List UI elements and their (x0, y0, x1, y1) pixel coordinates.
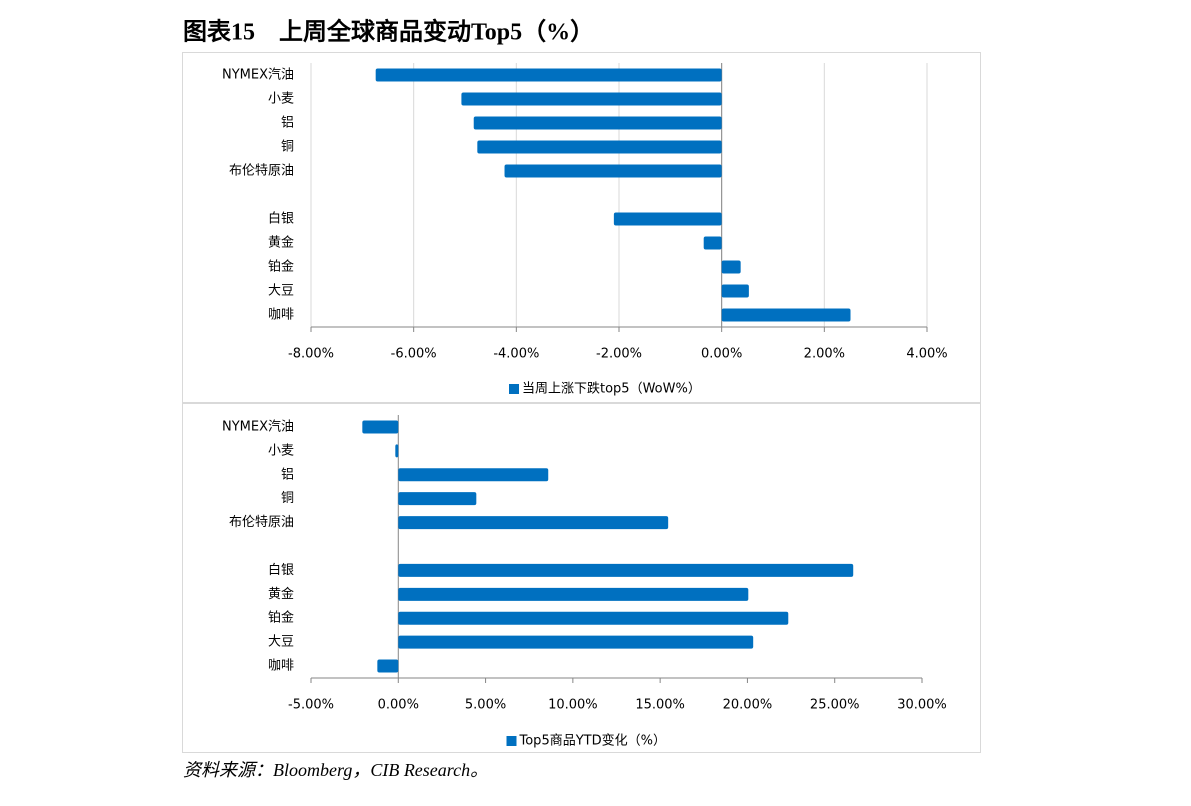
y-tick-label: 铂金 (268, 259, 294, 275)
y-tick-label: 黄金 (268, 235, 294, 251)
x-tick-label: 0.00% (378, 698, 419, 713)
y-tick-label: 咖啡 (268, 659, 294, 674)
x-tick-label: 5.00% (465, 698, 506, 713)
bar (395, 444, 399, 458)
y-tick-label: 小麦 (268, 443, 294, 458)
bar (398, 587, 749, 601)
bar (473, 116, 722, 130)
y-tick-label: 布伦特原油 (229, 164, 294, 179)
bar (721, 308, 851, 322)
bar (398, 635, 754, 649)
bar (504, 164, 722, 178)
y-tick-label: 铂金 (268, 610, 294, 626)
source-note: 资料来源：Bloomberg，CIB Research。 (183, 760, 488, 780)
bar (721, 284, 749, 298)
page-title: 图表15 上周全球商品变动Top5（%） (183, 18, 594, 46)
bar (398, 563, 854, 577)
y-tick-label: 咖啡 (268, 308, 294, 323)
x-tick-label: 10.00% (548, 698, 598, 713)
bar (703, 236, 722, 250)
chart-frame (182, 52, 981, 403)
y-tick-label: 铜 (281, 491, 294, 506)
y-tick-label: 小麦 (268, 92, 294, 107)
bar (377, 659, 399, 673)
y-tick-label: 布伦特原油 (229, 515, 294, 530)
x-tick-label: -8.00% (288, 347, 334, 362)
x-tick-label: 15.00% (635, 698, 685, 713)
bar (362, 420, 399, 434)
legend-label: 当周上涨下跌top5（WoW%） (522, 381, 701, 397)
x-tick-label: -4.00% (493, 347, 539, 362)
y-tick-label: 白银 (268, 211, 294, 227)
y-tick-label: 铝 (281, 116, 294, 131)
bar (398, 611, 789, 625)
y-tick-label: 白银 (268, 562, 294, 578)
bar (398, 468, 549, 482)
bar (721, 260, 741, 274)
bar (613, 212, 722, 226)
bar (398, 492, 477, 506)
legend-swatch (506, 736, 517, 746)
chart-frame (182, 403, 981, 753)
y-tick-label: NYMEX汽油 (222, 419, 294, 434)
x-tick-label: -2.00% (596, 347, 642, 362)
bar (375, 68, 722, 82)
y-tick-label: NYMEX汽油 (222, 68, 294, 83)
bar (477, 140, 722, 154)
y-tick-label: 铝 (281, 467, 294, 482)
x-tick-label: 30.00% (897, 698, 947, 713)
x-tick-label: 0.00% (701, 347, 742, 362)
x-tick-label: 25.00% (810, 698, 860, 713)
y-tick-label: 黄金 (268, 586, 294, 602)
y-tick-label: 大豆 (268, 635, 294, 650)
legend-label: Top5商品YTD变化（%） (519, 733, 666, 749)
x-tick-label: -6.00% (391, 347, 437, 362)
y-tick-label: 大豆 (268, 284, 294, 299)
y-tick-label: 铜 (281, 140, 294, 155)
x-tick-label: 4.00% (906, 347, 947, 362)
x-tick-label: 20.00% (723, 698, 773, 713)
x-tick-label: -5.00% (288, 698, 334, 713)
bar (461, 92, 722, 106)
legend-swatch (509, 384, 519, 394)
bar (398, 516, 669, 530)
x-tick-label: 2.00% (804, 347, 845, 362)
